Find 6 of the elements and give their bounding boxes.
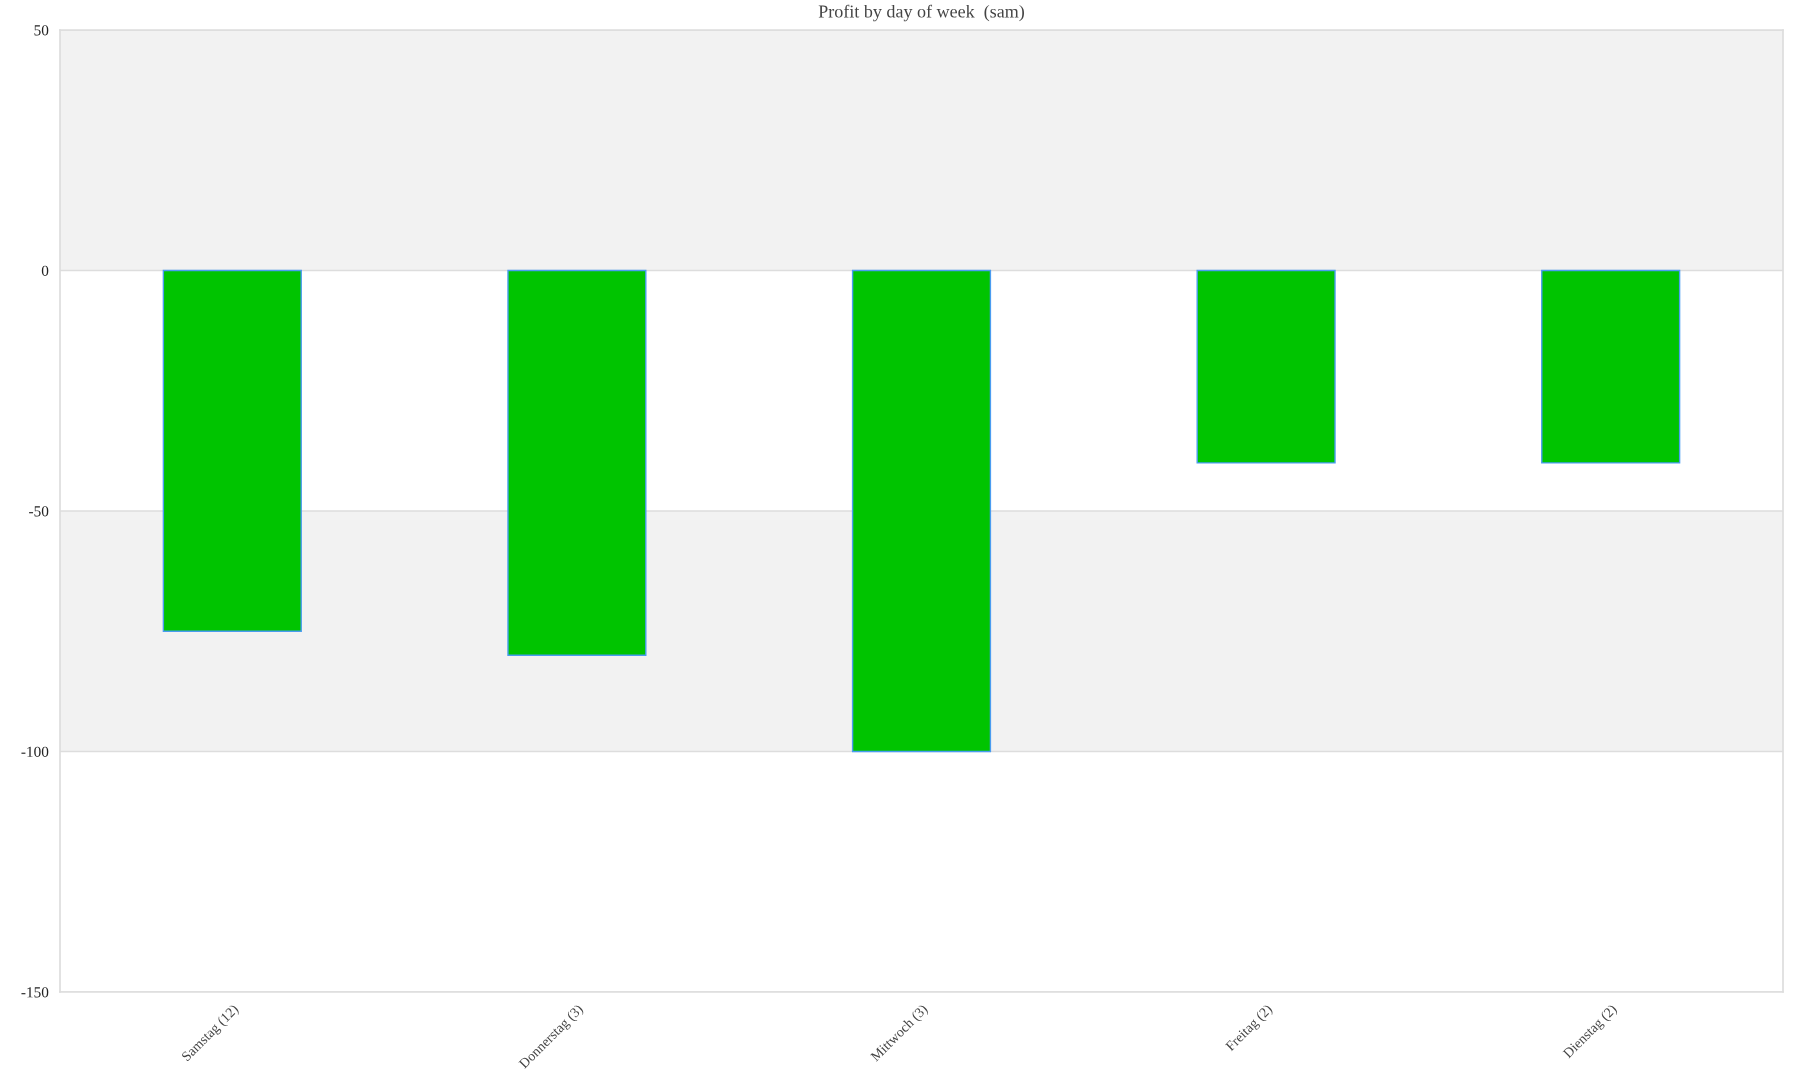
y-tick-label: 50 — [34, 25, 49, 36]
y-tick-label: 0 — [41, 265, 49, 276]
y-tick-label: -150 — [21, 987, 49, 998]
y-tick-label: -50 — [29, 506, 49, 517]
chart-title: Profit by day of week (sam) — [818, 4, 1024, 22]
y-tick-label: -100 — [21, 746, 49, 757]
